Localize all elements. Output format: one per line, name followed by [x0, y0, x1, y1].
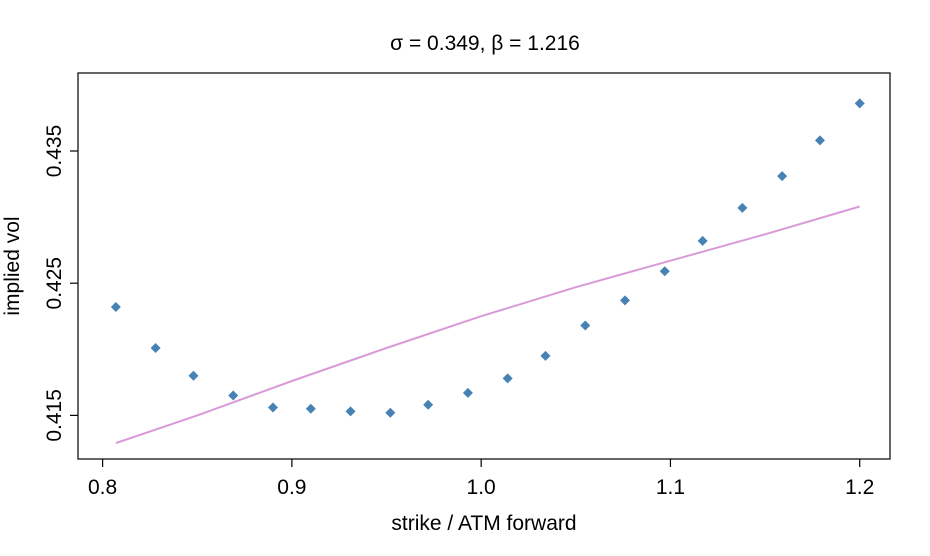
x-tick-label: 1.0	[467, 476, 496, 499]
data-point	[462, 387, 473, 398]
data-point	[423, 399, 434, 410]
y-axis: 0.415 0.425 0.435	[43, 125, 78, 442]
data-point	[854, 98, 865, 109]
data-point	[110, 301, 121, 312]
y-tick-label: 0.435	[43, 125, 66, 178]
x-tick-label: 0.8	[88, 476, 117, 499]
data-point	[737, 202, 748, 213]
data-point	[659, 266, 670, 277]
data-points-layer	[110, 98, 865, 418]
x-axis-label: strike / ATM forward	[391, 512, 576, 535]
x-tick-label: 0.9	[277, 476, 306, 499]
data-point	[228, 390, 239, 401]
chart-title: σ = 0.349, β = 1.216	[390, 32, 580, 55]
data-point	[345, 406, 356, 417]
fitted-curve-layer	[115, 205, 860, 445]
x-tick-label: 1.2	[845, 476, 874, 499]
data-point	[305, 403, 316, 414]
data-point	[385, 407, 396, 418]
data-point	[777, 171, 788, 182]
data-point	[540, 350, 551, 361]
y-tick-label: 0.415	[43, 389, 66, 442]
fitted-curve	[115, 205, 860, 445]
data-point	[150, 342, 161, 353]
x-tick-label: 1.1	[656, 476, 685, 499]
data-point	[620, 295, 631, 306]
y-tick-label: 0.425	[43, 257, 66, 310]
data-point	[697, 235, 708, 246]
plot-frame	[77, 72, 891, 460]
data-point	[814, 135, 825, 146]
data-point	[502, 373, 513, 384]
x-axis: 0.8 0.9 1.0 1.1 1.2	[88, 459, 874, 499]
data-point	[188, 370, 199, 381]
data-point	[267, 402, 278, 413]
y-axis-label: implied vol	[1, 216, 24, 315]
data-point	[580, 320, 591, 331]
